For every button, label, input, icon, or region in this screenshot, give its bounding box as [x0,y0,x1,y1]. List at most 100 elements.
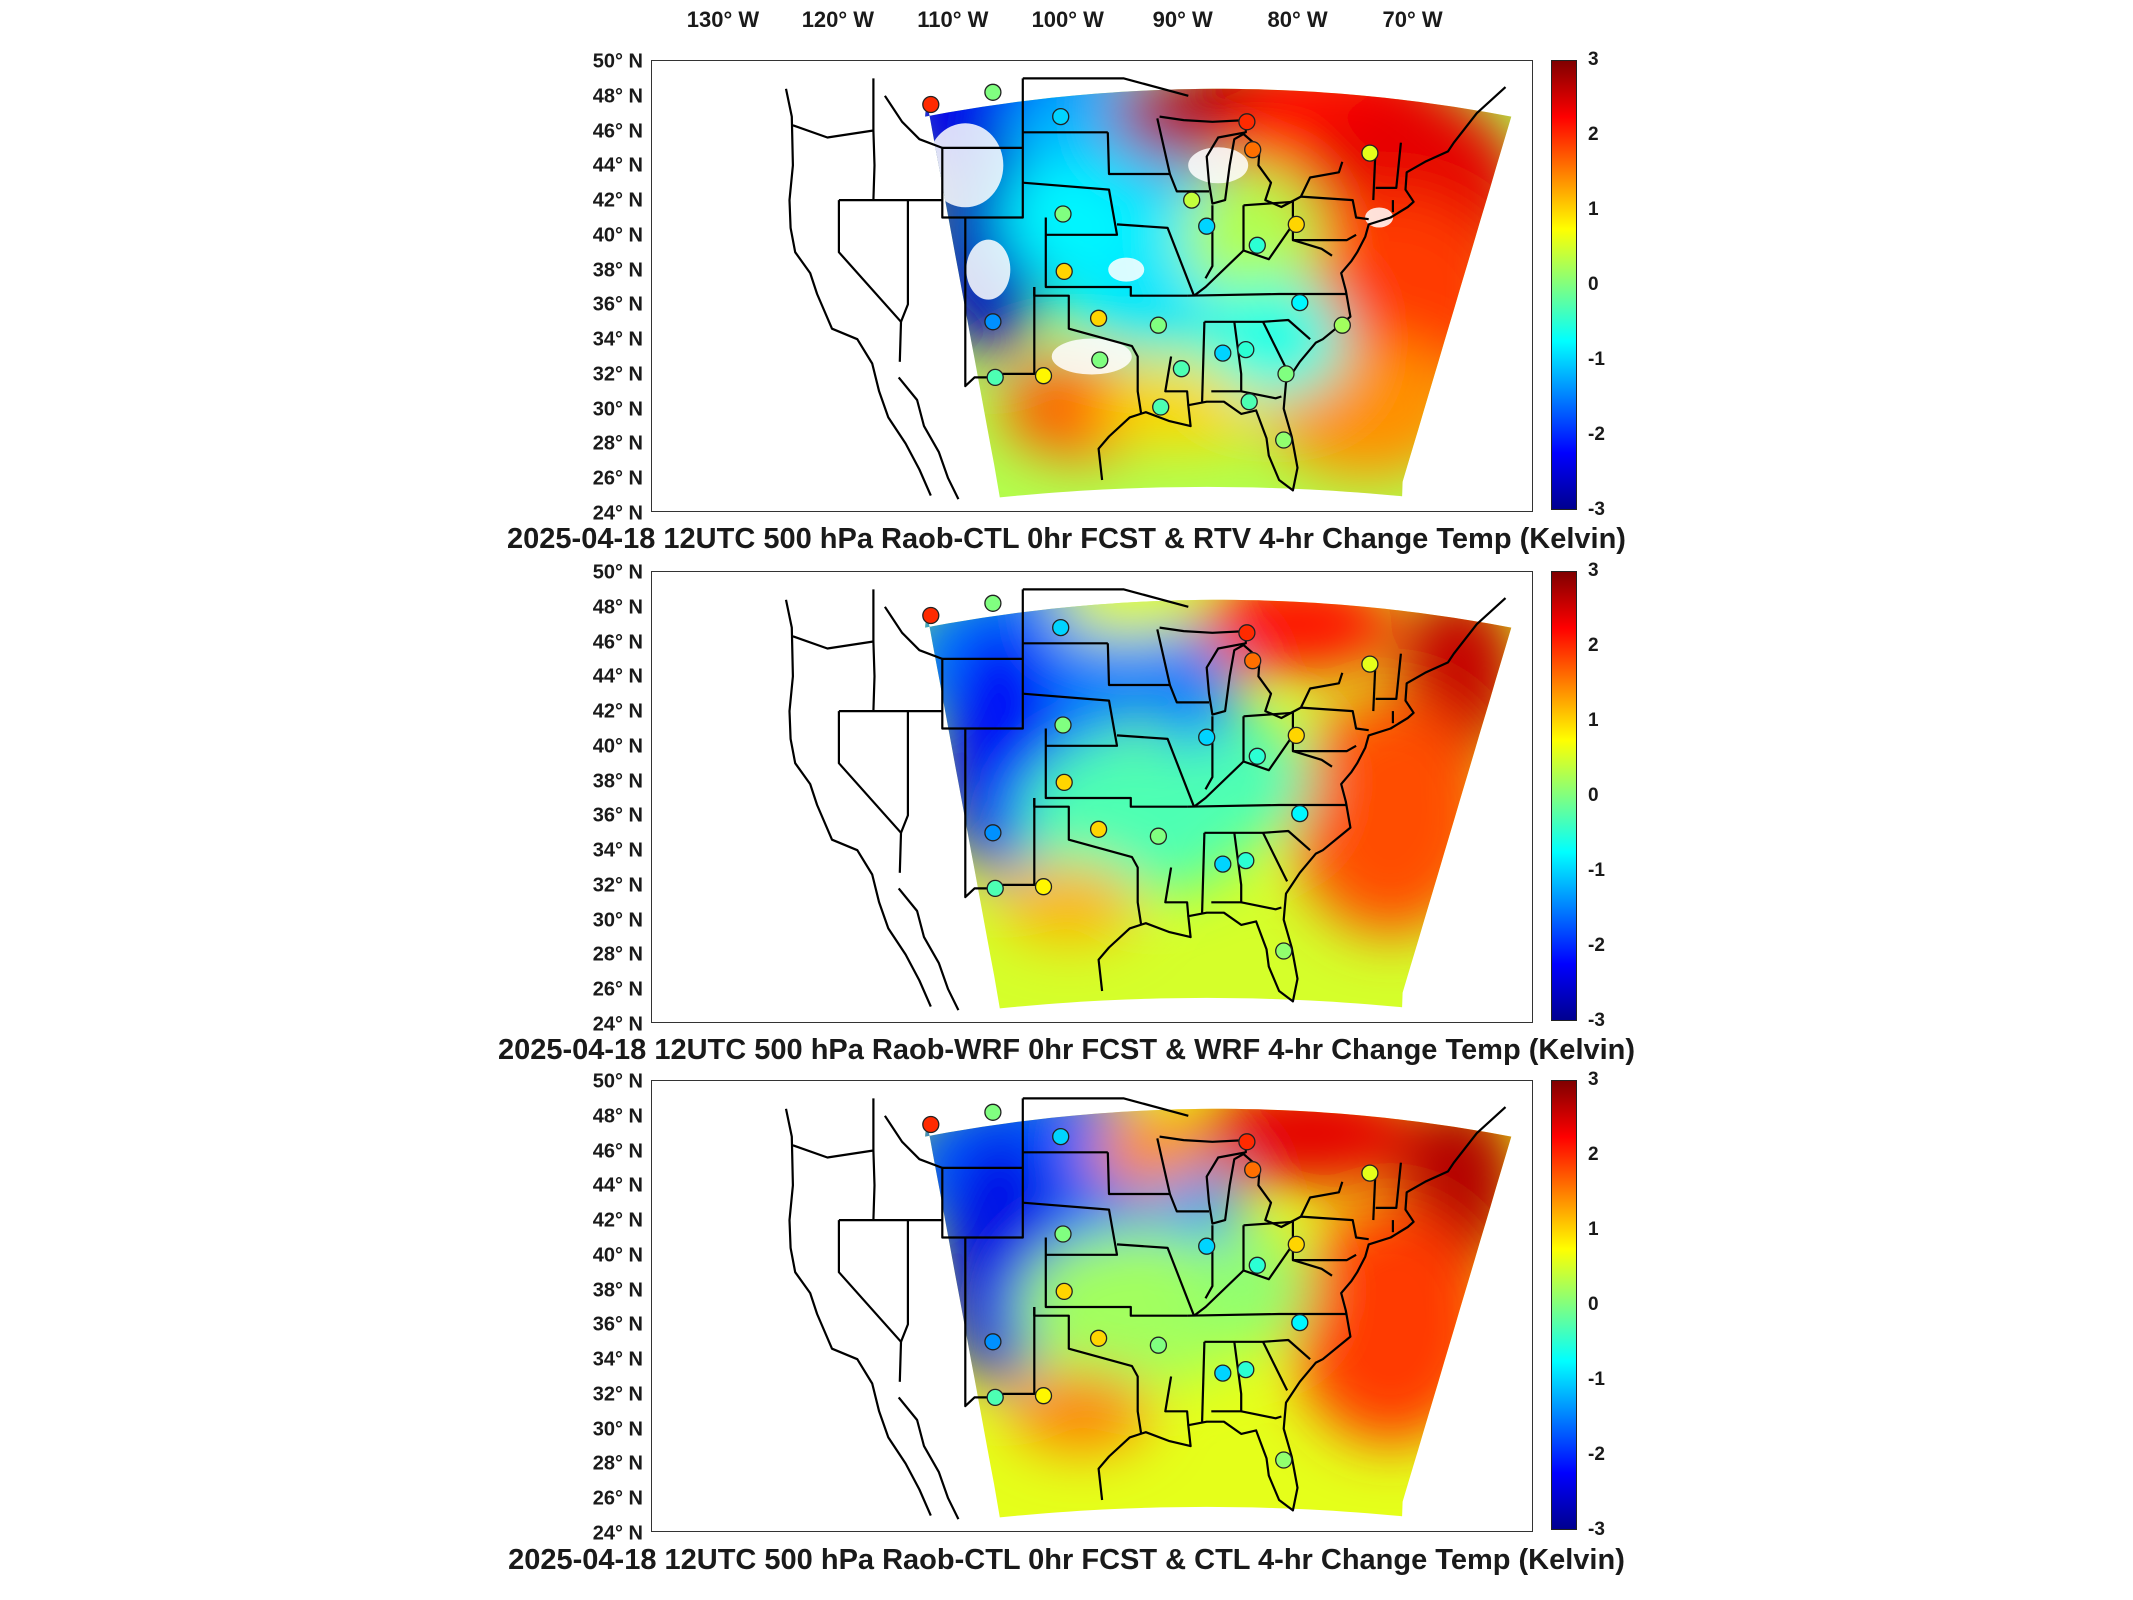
colorbar-tick-label: 3 [1588,49,1599,70]
colorbar [1551,571,1577,1021]
raob-markers [922,594,1379,960]
raob-station-marker [1244,652,1262,670]
longitude-label: 130° W [686,7,760,32]
colorbar-tick-label: 3 [1588,1069,1599,1090]
latitude-label: 44° N [592,665,643,688]
raob-station-marker [1287,215,1305,234]
raob-station-marker [1361,144,1379,162]
raob-station-marker [1291,293,1309,312]
latitude-label: 44° N [592,154,643,177]
raob-station-marker [986,1388,1004,1407]
raob-station-marker [1248,747,1266,765]
latitude-label: 42° N [592,700,643,723]
raob-station-marker [1275,1451,1293,1469]
longitude-label: 100° W [1031,7,1104,32]
colorbar-tick-label: -3 [1588,499,1605,520]
latitude-label: 38° N [592,259,643,282]
raob-station-marker [1214,855,1232,873]
latitude-label: 34° N [592,1348,643,1371]
raob-station-marker [1275,431,1293,449]
raob-station-marker [984,313,1002,331]
panel-title: 2025-04-18 12UTC 500 hPa Raob-CTL 0hr FC… [508,1544,1625,1576]
colorbar-tick-label: -2 [1588,1444,1605,1465]
longitude-label: 80° W [1267,7,1328,32]
longitude-label: 110° W [917,7,989,32]
colorbar-tick-label: 2 [1588,1144,1599,1165]
map-svg [784,77,1512,500]
latitude-label: 36° N [592,804,643,827]
raob-station-marker [1089,1329,1108,1347]
raob-station-marker [1361,655,1379,673]
colorbar-tick-label: 3 [1588,560,1599,581]
raob-station-marker [1149,827,1168,845]
raob-station-marker [1034,1387,1053,1405]
raob-station-marker [1237,1360,1255,1379]
raob-markers [922,1103,1379,1469]
raob-station-marker [984,824,1002,842]
latitude-label: 48° N [592,596,643,619]
colorbar-tick-label: 0 [1588,785,1599,806]
raob-station-marker [1152,398,1170,416]
colorbar-tick-label: 1 [1588,1219,1599,1240]
colorbar-tick-label: 0 [1588,1294,1599,1315]
longitude-label: 70° W [1382,7,1443,32]
raob-station-marker [1054,1225,1072,1243]
raob-station-marker [1237,851,1255,870]
raob-station-marker [1287,1235,1305,1254]
raob-station-marker [1214,344,1232,362]
latitude-label: 48° N [592,1105,643,1128]
latitude-label: 32° N [592,874,643,897]
latitude-label: 32° N [592,363,643,386]
panel-title: 2025-04-18 12UTC 500 hPa Raob-CTL 0hr FC… [507,523,1626,555]
raob-station-marker [922,95,940,114]
raob-station-marker [922,1115,940,1134]
raob-station-marker [986,368,1004,387]
latitude-label: 28° N [592,943,643,966]
map-svg [784,588,1512,1011]
raob-station-marker [1089,820,1108,838]
longitude-label: 120° W [801,7,875,32]
raob-station-marker [1238,113,1256,131]
latitude-label: 46° N [592,120,643,143]
raob-station-marker [1198,217,1216,235]
latitude-label: 38° N [592,770,643,793]
map-plot-area [651,1080,1533,1532]
raob-station-marker [1198,1237,1216,1255]
latitude-label: 30° N [592,909,643,932]
latitude-label: 46° N [592,1140,643,1163]
raob-station-marker [1055,262,1073,281]
latitude-label: 50° N [592,50,643,73]
latitude-label: 24° N [592,1522,643,1545]
colorbar [1551,60,1577,510]
raob-station-marker [1034,878,1053,896]
latitude-label: 44° N [592,1174,643,1197]
raob-station-marker [1238,1133,1256,1151]
map-plot-area [651,60,1533,512]
raob-station-marker [1052,107,1070,126]
raob-station-marker [1089,309,1108,327]
raob-station-marker [1237,340,1255,359]
latitude-label: 24° N [592,1013,643,1036]
latitude-label: 40° N [592,735,643,758]
latitude-label: 38° N [592,1279,643,1302]
latitude-label: 40° N [592,224,643,247]
map-boundaries [784,588,1507,1011]
raob-station-marker [1291,804,1309,823]
map-svg [784,1097,1512,1520]
colorbar-tick-label: 2 [1588,635,1599,656]
latitude-label: 50° N [592,561,643,584]
raob-station-marker [1333,316,1351,334]
raob-station-marker [984,594,1002,612]
raob-station-marker [1054,205,1072,223]
raob-station-marker [1055,773,1073,792]
latitude-label: 30° N [592,398,643,421]
raob-station-marker [1275,942,1293,960]
colorbar-tick-label: -2 [1588,935,1605,956]
raob-station-marker [1054,716,1072,734]
raob-markers [922,83,1379,449]
raob-station-marker [1034,367,1053,385]
raob-station-marker [1052,1127,1070,1146]
latitude-label: 36° N [592,293,643,316]
raob-station-marker [984,83,1002,101]
raob-station-marker [984,1103,1002,1121]
